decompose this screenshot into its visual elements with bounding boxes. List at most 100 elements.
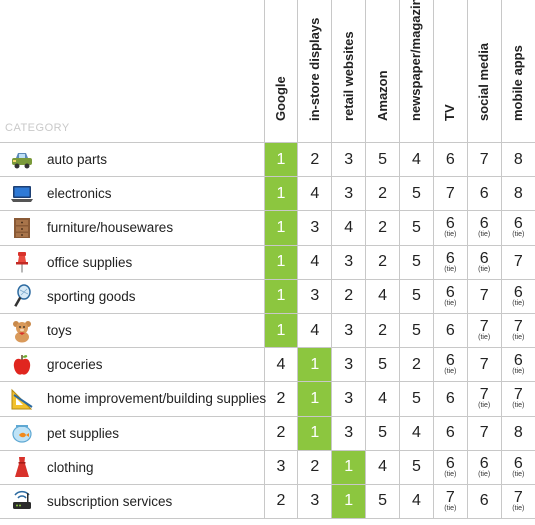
rank-value: 4 bbox=[276, 355, 286, 373]
column-header: retail websites bbox=[331, 0, 366, 143]
table-row: sporting goods 1 3 2 4 5 6 (tie) 7 6 (tie) bbox=[0, 278, 535, 314]
rank-cell-top: 1 bbox=[263, 244, 298, 280]
rank-value: 3 bbox=[344, 321, 354, 339]
rank-cell: 7 bbox=[466, 347, 502, 382]
category-cell: sporting goods bbox=[0, 278, 264, 314]
rank-cell: 5 bbox=[399, 176, 434, 211]
rank-cell: 4 bbox=[263, 347, 298, 382]
rank-value: 5 bbox=[411, 287, 421, 305]
column-header: Google bbox=[263, 0, 298, 143]
tie-note: (tie) bbox=[444, 470, 457, 478]
column-header-label: in-store displays bbox=[306, 17, 322, 121]
rank-cell: 2 bbox=[297, 141, 332, 177]
rank-cell: 3 bbox=[331, 141, 366, 177]
rank-cell: 8 bbox=[500, 176, 535, 211]
rank-cell: 7 bbox=[466, 415, 502, 451]
category-cell: pet supplies bbox=[0, 415, 264, 451]
rank-value: 7 bbox=[513, 318, 523, 336]
rank-cell: 6 (tie) bbox=[432, 449, 468, 485]
tie-note: (tie) bbox=[478, 334, 491, 342]
rank-cell-top: 1 bbox=[263, 210, 298, 246]
column-header: newspaper/magazine bbox=[399, 0, 434, 143]
tie-note: (tie) bbox=[512, 504, 525, 512]
rank-cell: 4 bbox=[399, 483, 434, 520]
rank-cell-top: 1 bbox=[263, 176, 298, 211]
rank-cell-top: 1 bbox=[297, 381, 332, 416]
rank-cell: 2 bbox=[365, 244, 400, 280]
rank-cell-top: 1 bbox=[263, 141, 298, 177]
category-name: pet supplies bbox=[47, 425, 120, 441]
rank-value: 1 bbox=[276, 150, 286, 168]
rank-cell: 5 bbox=[399, 278, 434, 314]
pushpin-icon bbox=[9, 250, 35, 274]
category-name: subscription services bbox=[47, 493, 173, 509]
tie-note: (tie) bbox=[444, 299, 457, 307]
rank-value: 4 bbox=[378, 287, 388, 305]
rank-cell: 2 bbox=[297, 449, 332, 485]
rank-value: 7 bbox=[479, 150, 489, 168]
category-name: toys bbox=[47, 323, 72, 339]
rank-value: 6 bbox=[445, 424, 455, 442]
category-header: CATEGORY bbox=[0, 0, 264, 143]
rank-cell-top: 1 bbox=[263, 312, 298, 348]
rank-value: 6 bbox=[479, 215, 489, 233]
rank-value: 6 bbox=[479, 184, 489, 202]
rank-cell: 4 bbox=[297, 244, 332, 280]
rank-value: 7 bbox=[513, 386, 523, 404]
rank-value: 2 bbox=[276, 492, 286, 510]
apple-icon bbox=[9, 353, 35, 377]
rank-value: 7 bbox=[479, 318, 489, 336]
category-name: home improvement/building supplies bbox=[47, 391, 267, 407]
category-name: office supplies bbox=[47, 254, 133, 270]
table-row: office supplies 1 4 3 2 5 6 (tie) 6 (tie) 7 bbox=[0, 244, 535, 280]
column-header: mobile apps bbox=[500, 0, 535, 143]
column-header-label: mobile apps bbox=[510, 45, 526, 121]
rank-cell: 6 (tie) bbox=[500, 278, 535, 314]
category-name: electronics bbox=[47, 186, 112, 202]
rank-cell: 4 bbox=[297, 312, 332, 348]
category-cell: groceries bbox=[0, 347, 264, 382]
rank-value: 7 bbox=[513, 253, 523, 271]
rank-value: 3 bbox=[344, 253, 354, 271]
rank-cell: 6 (tie) bbox=[466, 244, 502, 280]
rank-value: 1 bbox=[310, 424, 320, 442]
rank-value: 6 bbox=[445, 352, 455, 370]
table-row: furniture/housewares 1 3 4 2 5 6 (tie) 6 (tie) 6 (t… bbox=[0, 210, 535, 246]
rank-value: 6 bbox=[445, 321, 455, 339]
category-cell: clothing bbox=[0, 449, 264, 485]
category-name: furniture/housewares bbox=[47, 220, 174, 236]
fishbowl-icon bbox=[9, 421, 35, 445]
rank-value: 4 bbox=[411, 424, 421, 442]
rank-cell: 4 bbox=[365, 278, 400, 314]
rank-cell: 5 bbox=[365, 415, 400, 451]
rank-value: 5 bbox=[378, 355, 388, 373]
rank-cell: 4 bbox=[399, 415, 434, 451]
dresser-icon bbox=[9, 216, 35, 240]
rank-value: 1 bbox=[276, 218, 286, 236]
rank-cell: 4 bbox=[365, 449, 400, 485]
rank-cell: 6 (tie) bbox=[500, 347, 535, 382]
rank-value: 2 bbox=[378, 184, 388, 202]
rank-cell: 7 bbox=[466, 278, 502, 314]
column-header-label: retail websites bbox=[340, 31, 356, 121]
rank-cell: 3 bbox=[297, 483, 332, 520]
rank-cell: 2 bbox=[263, 381, 298, 416]
rank-cell: 7 bbox=[500, 244, 535, 280]
rank-cell: 6 bbox=[432, 381, 468, 416]
rank-value: 6 bbox=[445, 249, 455, 267]
rank-cell: 4 bbox=[399, 141, 434, 177]
rank-cell: 6 bbox=[432, 415, 468, 451]
category-cell: electronics bbox=[0, 176, 264, 211]
laptop-icon bbox=[9, 182, 35, 206]
rank-value: 3 bbox=[310, 492, 320, 510]
table-row: home improvement/building supplies 2 1 3 4 5 6… bbox=[0, 381, 535, 416]
rank-value: 6 bbox=[445, 150, 455, 168]
rank-value: 6 bbox=[513, 454, 523, 472]
rank-value: 1 bbox=[276, 253, 286, 271]
rank-cell: 4 bbox=[331, 210, 366, 246]
rank-cell-top: 1 bbox=[297, 415, 332, 451]
category-name: auto parts bbox=[47, 152, 108, 168]
table-row: groceries 4 1 3 5 2 6 (tie) 7 6 (tie) bbox=[0, 347, 535, 382]
rank-cell: 5 bbox=[365, 141, 400, 177]
